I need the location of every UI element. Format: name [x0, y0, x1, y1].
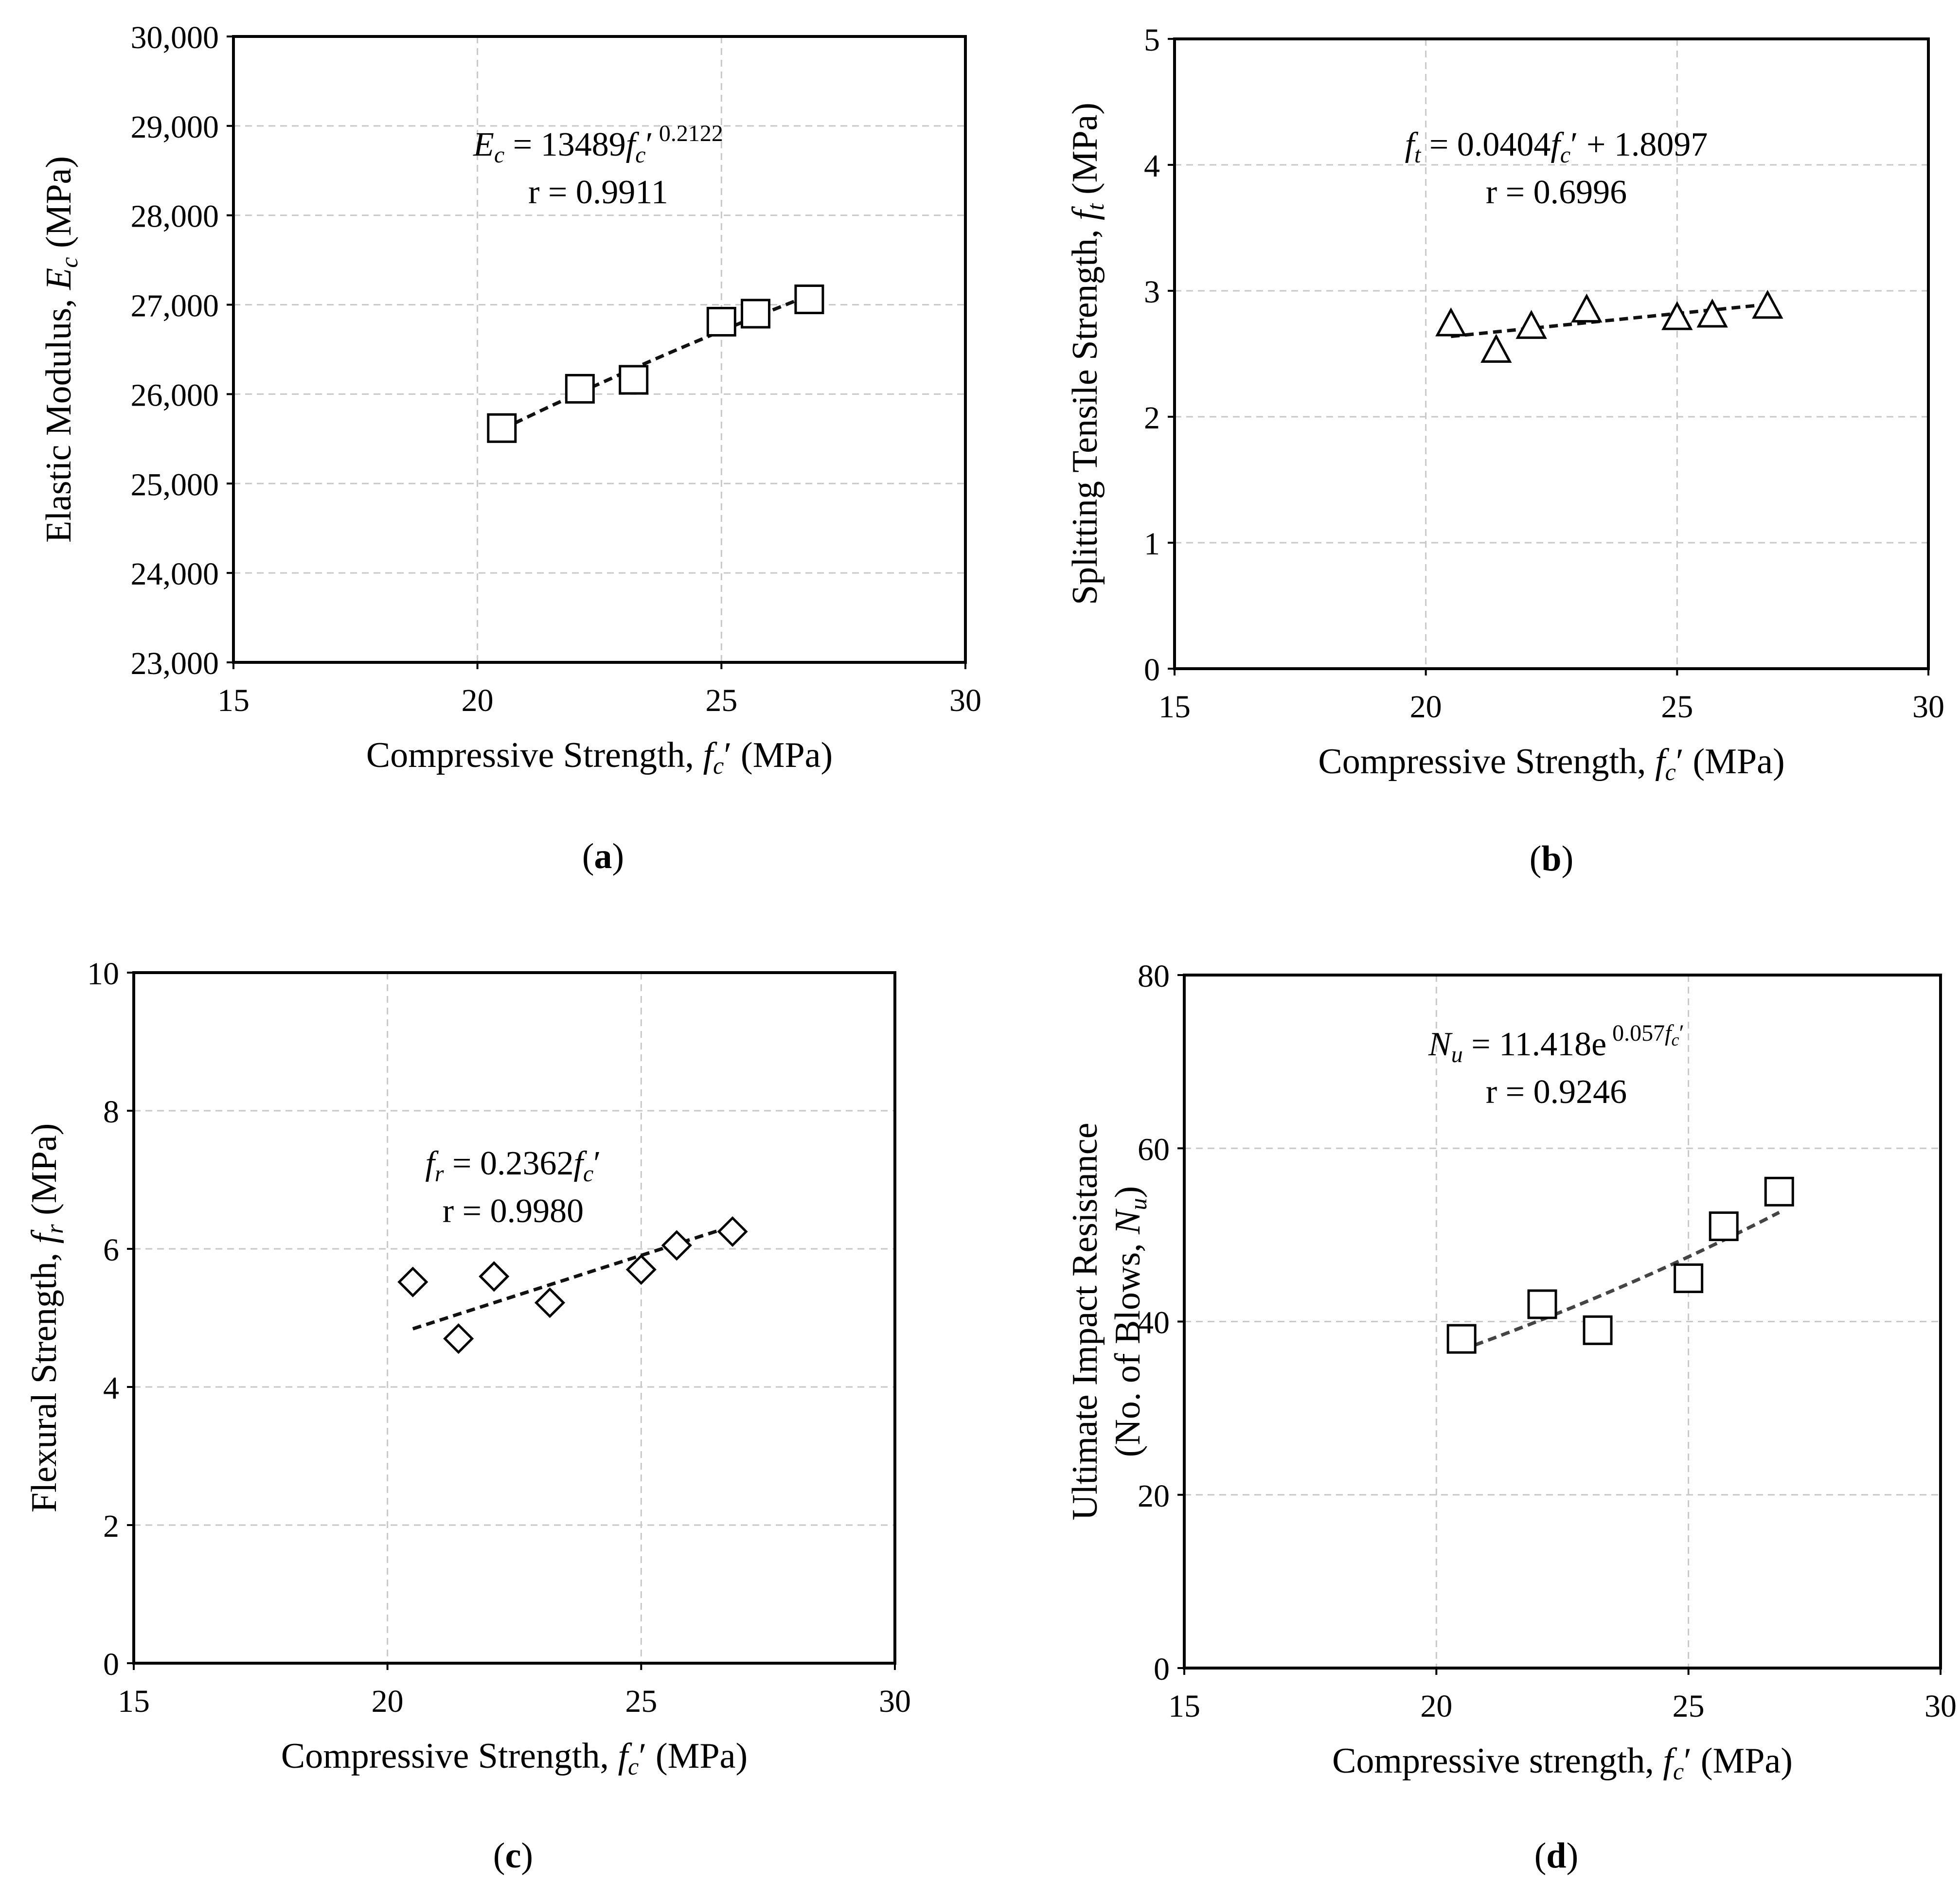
y-tick-label: 2 — [103, 1509, 119, 1544]
plot-frame — [1173, 37, 1930, 670]
y-tick-label: 29,000 — [131, 109, 219, 145]
chart-panel-a: 15 20 25 30 23,000 24,000 25,000 26,000 27,000 28… — [39, 20, 981, 876]
x-tick-label: 25 — [625, 1684, 657, 1719]
panel-label: (c) — [493, 1836, 533, 1876]
y-tick-label: 0 — [1144, 652, 1160, 688]
y-axis-label: Elastic Modulus, Ec (MPa) — [39, 156, 83, 543]
y-tick-label: 30,000 — [131, 20, 219, 55]
y-tick-label: 24,000 — [131, 556, 219, 592]
data-point — [1674, 1263, 1704, 1293]
y-tick-label: 25,000 — [131, 467, 219, 502]
x-axis-label: Compressive strength, fc′ (MPa) — [1332, 1741, 1793, 1785]
x-tick-label: 15 — [1168, 1688, 1200, 1724]
panel-label: (d) — [1534, 1836, 1578, 1876]
data-point — [397, 1266, 428, 1297]
y-tick-label: 27,000 — [131, 288, 219, 324]
x-tick-label: 20 — [372, 1684, 404, 1719]
trend-equation: Ec = 13489fc′ 0.2122 — [473, 121, 723, 168]
data-point — [1764, 1176, 1794, 1207]
panel-label: (b) — [1530, 839, 1573, 879]
y-tick-label: 4 — [103, 1370, 119, 1406]
x-tick-label: 20 — [1420, 1688, 1452, 1724]
x-tick-label: 30 — [1912, 689, 1944, 725]
trend-equation: Nu = 11.418e 0.057fc′ — [1428, 1020, 1684, 1067]
chart-panel-c: 15 20 25 30 0 2 4 6 8 10 Compressive Strength, fc′… — [24, 956, 911, 1876]
x-tick-label: 25 — [705, 683, 737, 718]
x-tick-label: 30 — [1924, 1688, 1957, 1724]
y-tick-label: 20 — [1138, 1478, 1170, 1514]
trend-equation: fr = 0.2362fc′ — [425, 1145, 601, 1187]
x-tick-label: 15 — [217, 683, 249, 718]
data-point — [1696, 298, 1728, 328]
x-tick-label: 20 — [1410, 689, 1442, 725]
y-tick-label: 80 — [1138, 959, 1170, 994]
data-point — [1527, 1289, 1557, 1319]
data-point — [534, 1287, 566, 1318]
data-point — [1661, 301, 1693, 330]
data-point — [1515, 310, 1547, 339]
trendline — [1450, 302, 1768, 338]
y-tick-label: 5 — [1144, 22, 1160, 58]
y-tick-label: 0 — [1154, 1652, 1170, 1687]
y-tick-label: 26,000 — [131, 377, 219, 413]
x-tick-label: 15 — [1158, 689, 1191, 725]
data-point — [706, 307, 736, 337]
y-tick-label: 10 — [87, 956, 119, 992]
y-tick-label: 28,000 — [131, 199, 219, 234]
data-point — [717, 1216, 748, 1247]
correlation-r: r = 0.9911 — [528, 174, 668, 211]
y-tick-label: 6 — [103, 1232, 119, 1268]
y-tick-label: 23,000 — [131, 646, 219, 681]
y-tick-label: 8 — [103, 1094, 119, 1130]
data-point — [1583, 1315, 1613, 1345]
x-tick-label: 25 — [1673, 1688, 1705, 1724]
x-axis-label: Compressive Strength, fc′ (MPa) — [366, 735, 833, 779]
data-point — [565, 373, 595, 404]
correlation-r: r = 0.9980 — [443, 1192, 584, 1230]
y-axis-label: Splitting Tensile Strength, ft (MPa) — [1065, 103, 1109, 605]
correlation-r: r = 0.6996 — [1486, 174, 1627, 211]
x-tick-label: 30 — [879, 1684, 911, 1719]
x-tick-label: 25 — [1661, 689, 1693, 725]
correlation-r: r = 0.9246 — [1486, 1073, 1627, 1111]
y-tick-label: 4 — [1144, 148, 1160, 184]
data-point — [479, 1261, 510, 1292]
data-point — [1446, 1324, 1477, 1354]
data-point — [625, 1254, 657, 1285]
data-point — [661, 1230, 692, 1261]
data-point — [794, 284, 824, 315]
x-tick-label: 20 — [462, 683, 494, 718]
trendline — [501, 294, 810, 431]
data-point — [1480, 334, 1512, 363]
y-axis-label-line1: Ultimate Impact Resistance — [1065, 1123, 1105, 1521]
chart-panel-d: 15 20 25 30 0 20 40 60 80 Compressive strength, f… — [1065, 959, 1957, 1876]
y-tick-label: 3 — [1144, 274, 1160, 310]
x-axis-label: Compressive Strength, fc′ (MPa) — [281, 1736, 748, 1780]
y-tick-label: 2 — [1144, 400, 1160, 436]
trend-equation: ft = 0.0404fc′ + 1.8097 — [1405, 126, 1708, 168]
x-tick-label: 30 — [949, 683, 981, 718]
data-point — [487, 413, 517, 443]
data-point — [619, 365, 649, 395]
y-axis-label: Flexural Strength, fr (MPa) — [24, 1123, 68, 1513]
y-axis-label: (No. of Blows, Nu) — [1108, 1186, 1152, 1457]
y-tick-label: 40 — [1138, 1305, 1170, 1341]
x-axis-label: Compressive Strength, fc′ (MPa) — [1318, 742, 1784, 785]
data-point — [741, 299, 771, 329]
plot-frame — [232, 35, 967, 664]
y-tick-label: 1 — [1144, 526, 1160, 562]
data-point — [1709, 1211, 1739, 1242]
data-point — [1752, 289, 1783, 319]
y-tick-label: 60 — [1138, 1132, 1170, 1167]
data-point — [1571, 293, 1603, 323]
x-tick-label: 15 — [118, 1684, 150, 1719]
data-point — [443, 1323, 474, 1354]
plot-frame — [132, 971, 896, 1665]
y-tick-label: 0 — [103, 1647, 119, 1682]
panel-label: (a) — [582, 836, 624, 876]
chart-panel-b: 15 20 25 30 0 1 2 3 4 5 Compressive Strength, fc′ … — [1065, 22, 1944, 879]
data-point — [1435, 307, 1467, 337]
